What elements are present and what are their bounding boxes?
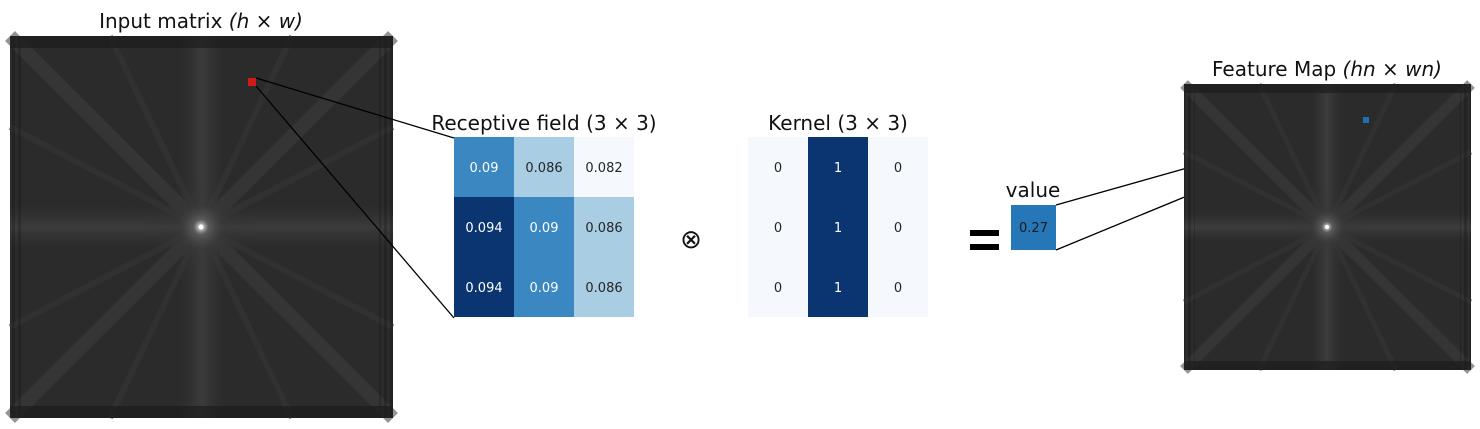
kernel-cell <box>868 137 928 197</box>
receptive-field-title: Receptive field (3 × 3) <box>431 111 656 135</box>
input-matrix-title: Input matrix (h × w) <box>99 9 303 33</box>
receptive-field-grid: 0.09 0.086 0.082 0.094 0.09 0.086 0.094 0.09 0.0… <box>454 137 634 317</box>
kernel-cell <box>748 257 808 317</box>
kernel-cell-value: 1 <box>834 161 842 176</box>
kernel-cell-value: 0 <box>774 161 782 176</box>
value-label: value <box>1006 178 1061 202</box>
receptive-field-cell-value: 0.09 <box>470 161 499 176</box>
receptive-field-cell <box>574 137 634 197</box>
receptive-field-cell-value: 0.082 <box>585 161 622 176</box>
value-cell <box>1011 205 1056 250</box>
receptive-field-cell <box>514 197 574 257</box>
convolve-operator-icon: ⊗ <box>680 225 702 255</box>
receptive-field-cell <box>514 137 574 197</box>
feature-map-highlight-marker <box>1363 117 1369 123</box>
feature-map-image <box>1180 80 1475 374</box>
kernel-cell <box>808 257 868 317</box>
kernel-cell-value: 0 <box>894 281 902 296</box>
input-matrix-image <box>5 31 398 423</box>
receptive-field-cell-value: 0.09 <box>530 281 559 296</box>
kernel-cell <box>868 197 928 257</box>
receptive-field-cell <box>514 257 574 317</box>
kernel-cell-value: 1 <box>834 281 842 296</box>
kernel-cell <box>868 257 928 317</box>
receptive-field-cell <box>454 137 514 197</box>
receptive-field-cell-value: 0.086 <box>585 281 622 296</box>
kernel-cell-value: 0 <box>774 281 782 296</box>
kernel-title: Kernel (3 × 3) <box>768 111 908 135</box>
kernel-cell-value: 0 <box>894 221 902 236</box>
kernel-cell-value: 1 <box>834 221 842 236</box>
value-number: 0.27 <box>1019 221 1048 236</box>
receptive-field-cell-value: 0.086 <box>525 161 562 176</box>
receptive-field-cell <box>574 257 634 317</box>
kernel-cell <box>748 197 808 257</box>
feature-map-panel: Feature Map (hn × wn) <box>1180 57 1475 374</box>
input-highlight-marker <box>248 78 256 86</box>
receptive-field-cell <box>454 257 514 317</box>
value-panel: value 0.27 <box>1006 178 1061 250</box>
receptive-field-cell <box>454 197 514 257</box>
kernel-cell <box>808 137 868 197</box>
kernel-cell <box>748 137 808 197</box>
kernel-cell <box>808 197 868 257</box>
feature-map-title: Feature Map (hn × wn) <box>1212 57 1442 81</box>
kernel-panel: Kernel (3 × 3) 0 1 0 0 1 0 0 1 0 <box>748 111 928 317</box>
receptive-field-cell <box>574 197 634 257</box>
receptive-field-cell-value: 0.094 <box>465 281 502 296</box>
connector-line <box>255 77 455 139</box>
equals-operator-icon <box>970 230 999 250</box>
input-matrix-title-math: (h × w) <box>229 9 303 33</box>
receptive-field-cell-value: 0.094 <box>465 221 502 236</box>
input-matrix-panel: Input matrix (h × w) <box>5 9 398 423</box>
kernel-grid: 0 1 0 0 1 0 0 1 0 <box>748 137 928 317</box>
receptive-field-cell-value: 0.09 <box>530 221 559 236</box>
connector-line <box>255 85 455 319</box>
receptive-field-cell-value: 0.086 <box>585 221 622 236</box>
kernel-cell-value: 0 <box>894 161 902 176</box>
receptive-field-panel: Receptive field (3 × 3) 0.09 0.086 0.0820.… <box>431 111 657 317</box>
feature-map-title-math: (hn × wn) <box>1343 57 1442 81</box>
kernel-cell-value: 0 <box>774 221 782 236</box>
